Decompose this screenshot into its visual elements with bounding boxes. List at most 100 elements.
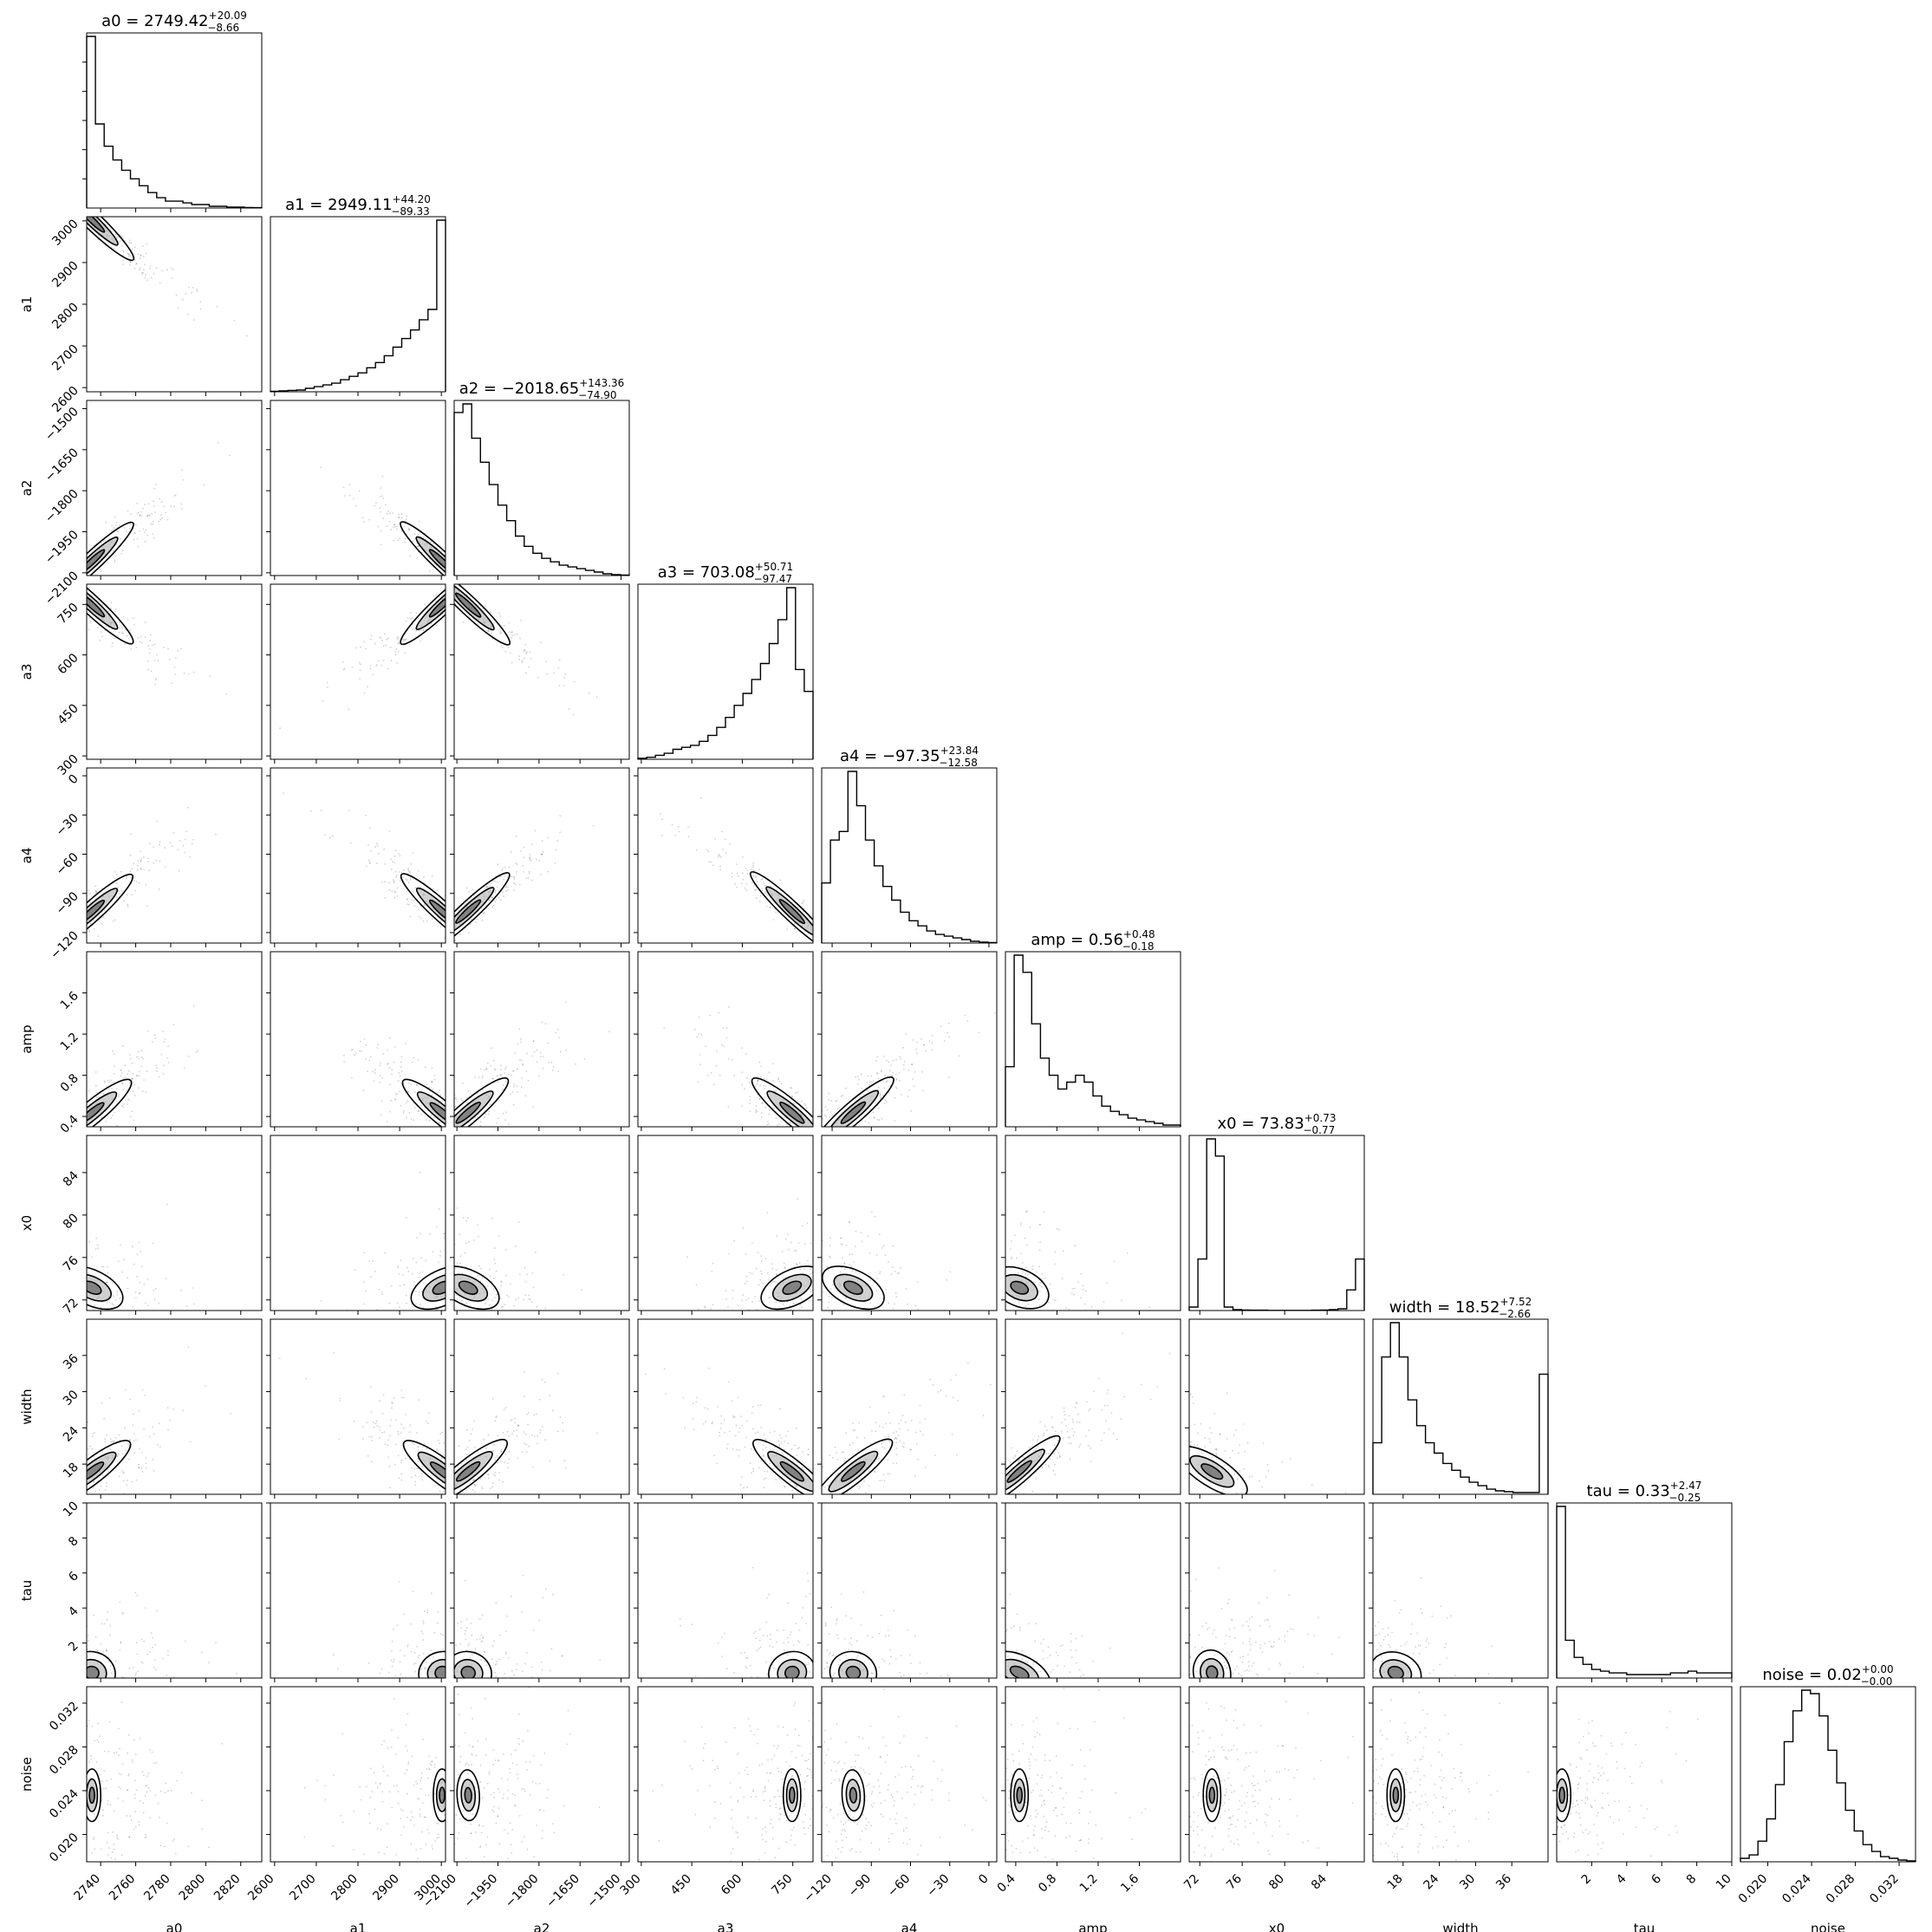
y-tick-label: 10 bbox=[61, 1499, 81, 1520]
x-tick-label: 2760 bbox=[107, 1872, 139, 1904]
scatter-tau-vs-amp bbox=[862, 1550, 1171, 1792]
x-tick-label: 4 bbox=[1614, 1871, 1630, 1887]
y-tick-label: 450 bbox=[55, 701, 81, 727]
panel-amp-vs-a2 bbox=[359, 952, 629, 1200]
panel-tau-vs-a2 bbox=[316, 1503, 647, 1769]
x-tick-label: 0.028 bbox=[1824, 1872, 1858, 1907]
panel-a4-vs-a1 bbox=[266, 768, 559, 1026]
x-axis-label-width: width bbox=[1442, 1921, 1478, 1932]
title-a1: a1 = 2949.11+44.20 −89.33 bbox=[285, 193, 431, 218]
panel-frame bbox=[454, 1503, 629, 1678]
scatter-a4-vs-a1 bbox=[283, 792, 559, 1025]
panel-amp-vs-a4 bbox=[708, 952, 997, 1226]
y-tick-label: −1800 bbox=[42, 487, 81, 526]
scatter-a2-vs-a1 bbox=[321, 467, 592, 669]
x-tick-label: −1950 bbox=[462, 1872, 501, 1911]
scatter-width-vs-a4 bbox=[729, 1363, 1003, 1577]
panel-noise-vs-a1: 2600 2700 2800 2900 3000 bbox=[245, 1687, 578, 1903]
panel-a4-vs-a4: a4 = −97.35+23.84 −12.58 bbox=[822, 745, 997, 947]
panel-width-vs-a2 bbox=[349, 1319, 629, 1583]
y-axis-label-x0: x0 bbox=[19, 1215, 35, 1231]
x-tick-label: −120 bbox=[801, 1872, 835, 1906]
x-tick-label: 1.6 bbox=[1118, 1871, 1142, 1895]
panel-frame bbox=[1557, 1503, 1732, 1678]
y-axis-label-a4: a4 bbox=[19, 848, 35, 864]
x-tick-label: −90 bbox=[846, 1872, 874, 1900]
scatter-noise-vs-width bbox=[1276, 1692, 1529, 1901]
scatter-width-vs-a2 bbox=[349, 1371, 597, 1583]
histogram-a1 bbox=[270, 220, 446, 392]
panel-noise-vs-x0: 72 76 80 84 bbox=[1048, 1687, 1364, 1903]
panel-frame bbox=[1189, 1503, 1364, 1678]
panel-a4-vs-a3 bbox=[634, 768, 927, 1020]
y-tick-label: 0.020 bbox=[47, 1831, 81, 1865]
y-tick-label: −2100 bbox=[42, 569, 81, 608]
y-tick-label: −1650 bbox=[42, 446, 81, 485]
y-tick-label: 3000 bbox=[49, 217, 81, 249]
panel-tau-vs-a1 bbox=[266, 1503, 596, 1799]
panel-a2-vs-a0: −2100−1950−1800−1650−1500 bbox=[0, 400, 262, 720]
panel-frame bbox=[822, 952, 997, 1127]
panel-frame bbox=[454, 400, 629, 576]
panel-width-vs-x0 bbox=[1064, 1319, 1364, 1572]
scatter-x0-vs-a4 bbox=[694, 1202, 1005, 1389]
y-axis-label-a1: a1 bbox=[19, 296, 35, 313]
y-tick-label: 0.032 bbox=[47, 1699, 81, 1734]
scatter-x0-vs-a3 bbox=[640, 1183, 926, 1385]
panel-x0-vs-amp bbox=[888, 1135, 1181, 1444]
x-tick-label: 750 bbox=[769, 1872, 795, 1898]
title-x0: x0 = 73.83+0.73 −0.77 bbox=[1218, 1112, 1337, 1136]
panel-width-vs-width: width = 18.52+7.52 −2.66 bbox=[1373, 1296, 1548, 1499]
scatter-a3-vs-a2 bbox=[324, 497, 597, 716]
panel-frame bbox=[454, 1687, 629, 1862]
x-tick-label: 80 bbox=[1266, 1872, 1287, 1893]
panel-x0-vs-x0: x0 = 73.83+0.73 −0.77 bbox=[1189, 1112, 1364, 1315]
x-tick-label: 2740 bbox=[71, 1872, 103, 1904]
x-axis-label-amp: amp bbox=[1078, 1921, 1107, 1932]
scatter-amp-vs-a1 bbox=[343, 1038, 601, 1226]
y-axis-label-a2: a2 bbox=[19, 480, 35, 497]
y-tick-label: −60 bbox=[54, 850, 81, 878]
x-tick-label: 600 bbox=[719, 1872, 745, 1898]
x-tick-label: 30 bbox=[1457, 1872, 1478, 1893]
scatter-x0-vs-amp bbox=[888, 1156, 1150, 1444]
x-tick-label: −1800 bbox=[503, 1872, 542, 1911]
scatter-x0-vs-a0 bbox=[0, 1180, 231, 1426]
x-tick-label: 2800 bbox=[329, 1872, 361, 1904]
panel-frame bbox=[1189, 1135, 1364, 1311]
panel-tau-vs-amp bbox=[862, 1503, 1181, 1792]
scatter-noise-vs-a0 bbox=[0, 1700, 223, 1909]
x-tick-label: 0.8 bbox=[1036, 1872, 1059, 1896]
panel-frame bbox=[270, 217, 446, 392]
panel-frame bbox=[1373, 1687, 1548, 1862]
panel-frame bbox=[87, 1503, 262, 1678]
y-tick-label: 0.4 bbox=[58, 1113, 81, 1136]
scatter-width-vs-amp bbox=[880, 1332, 1170, 1595]
panel-width-vs-amp bbox=[880, 1319, 1181, 1595]
panel-frame bbox=[87, 400, 262, 576]
panel-tau-vs-a4 bbox=[725, 1503, 999, 1779]
panel-a4-vs-a0: −120−90−60−300 bbox=[0, 762, 262, 1001]
y-tick-label: 24 bbox=[61, 1424, 81, 1445]
y-tick-label: 36 bbox=[61, 1351, 81, 1372]
panel-frame bbox=[270, 400, 446, 576]
panel-x0-vs-a4 bbox=[694, 1135, 1005, 1389]
title-a4: a4 = −97.35+23.84 −12.58 bbox=[840, 745, 979, 769]
scatter-x0-vs-a1 bbox=[319, 1172, 570, 1425]
panel-tau-vs-tau: tau = 0.33+2.47 −0.25 bbox=[1557, 1480, 1732, 1682]
x-tick-label: 84 bbox=[1309, 1871, 1330, 1892]
histogram-a2 bbox=[454, 404, 629, 576]
scatter-width-vs-a0 bbox=[0, 1346, 231, 1571]
x-tick-label: 2800 bbox=[177, 1872, 209, 1904]
scatter-tau-vs-a1 bbox=[333, 1568, 596, 1799]
panel-amp-vs-amp: amp = 0.56+0.48 −0.18 bbox=[1005, 928, 1181, 1131]
scatter-tau-vs-a3 bbox=[673, 1567, 986, 1773]
scatter-noise-vs-amp bbox=[868, 1668, 1146, 1889]
scatter-noise-vs-x0 bbox=[1048, 1688, 1362, 1903]
panel-frame bbox=[454, 768, 629, 943]
